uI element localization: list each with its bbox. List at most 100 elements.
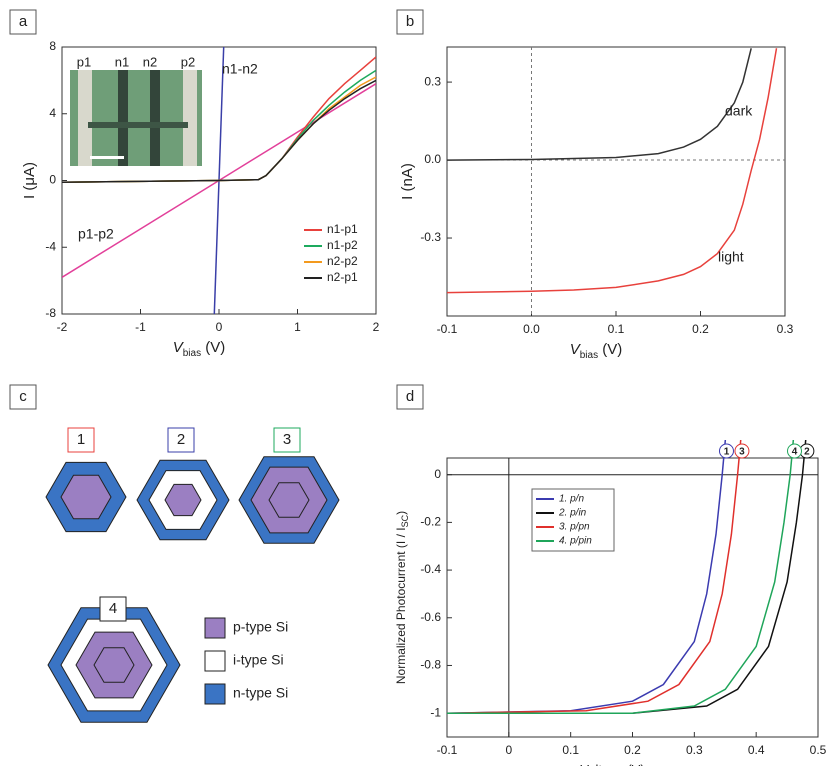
x-axis-label: Vbias (V)	[173, 339, 226, 359]
y-axis-label: I (μA)	[21, 162, 38, 199]
legend-label: i-type Si	[233, 652, 284, 668]
x-tick-label: 0.5	[810, 743, 827, 757]
structure-label-box	[99, 596, 127, 622]
x-label-symbol: V	[173, 339, 185, 356]
x-tick-label: -1	[135, 320, 146, 334]
hexagon	[93, 647, 135, 683]
curve-tag: 4	[792, 447, 798, 458]
x-tick-label: -0.1	[437, 743, 458, 757]
x-label-subscript: bias	[183, 348, 201, 359]
x-tick-label: 2	[373, 320, 380, 334]
curve-label: light	[718, 249, 744, 265]
x-tick-label: 0.2	[692, 322, 709, 336]
x-label-unit: (V)	[598, 341, 622, 358]
curve-tag: 3	[739, 447, 745, 458]
structure-label: 2	[177, 431, 185, 448]
y-tick-label: 0.3	[424, 74, 441, 88]
curve-tag-circle	[718, 443, 734, 459]
y-label-subscript: SC	[400, 514, 410, 527]
legend-label: n-type Si	[233, 685, 288, 701]
structure-label-box	[67, 427, 95, 453]
structure-label: 3	[283, 431, 291, 448]
curve-tag: 1	[724, 447, 730, 458]
x-tick-label: 0.1	[608, 322, 625, 336]
legend-swatch	[204, 650, 226, 672]
legend-swatch	[204, 683, 226, 705]
y-tick-label: -0.2	[420, 515, 441, 529]
legend-label: 4. p/pin	[559, 536, 592, 547]
curve-label: n1-n2	[222, 61, 258, 77]
panel-label-box	[396, 384, 424, 410]
x-tick-label: 0	[505, 743, 512, 757]
inset-label: p2	[181, 54, 195, 69]
series-line	[447, 48, 778, 294]
hexagon	[250, 466, 328, 534]
plot-frame	[446, 46, 786, 317]
panel-label-box	[9, 9, 37, 35]
hexagon	[164, 483, 202, 517]
y-label-text: I (nA)	[399, 163, 416, 200]
y-tick-label: 8	[49, 39, 56, 53]
series-line	[447, 48, 752, 161]
x-label-symbol: V	[570, 341, 582, 358]
legend-label: n1-p2	[327, 238, 358, 252]
y-tick-label: -0.4	[420, 562, 441, 576]
curve-tag-circle	[787, 443, 803, 459]
series-group	[447, 440, 807, 714]
x-tick-label: 0.0	[523, 322, 540, 336]
y-tick-label: -8	[45, 306, 56, 320]
y-tick-label: -0.8	[420, 658, 441, 672]
hexagon	[60, 474, 112, 520]
legend-label: 3. p/pn	[559, 522, 590, 533]
legend-label: 2. p/in	[558, 508, 587, 519]
x-axis-label: Vbias (V)	[570, 341, 623, 361]
hexagon	[75, 631, 153, 699]
series-line	[447, 440, 807, 714]
series-line	[62, 79, 376, 183]
series-group	[447, 48, 778, 294]
panel-label-box	[9, 384, 37, 410]
inset-label: n1	[115, 54, 129, 69]
y-label-symbol: Normalized Photocurrent (I / I	[394, 527, 408, 684]
x-label-unit: (V)	[201, 339, 225, 356]
x-axis-label: Voltage (V)	[580, 762, 644, 766]
legend-label: p-type Si	[233, 619, 288, 635]
x-tick-label: -2	[57, 320, 68, 334]
panel-label: d	[406, 388, 414, 405]
x-tick-label: 1	[294, 320, 301, 334]
inset-photo	[70, 70, 202, 166]
y-label-unit: )	[394, 511, 408, 515]
y-axis-label: Normalized Photocurrent (I / ISC)	[394, 511, 410, 684]
x-tick-label: 0	[216, 320, 223, 334]
series-line	[447, 440, 727, 714]
structure-label-box	[273, 427, 301, 453]
x-tick-label: 0.3	[777, 322, 794, 336]
series-group	[62, 47, 376, 314]
y-tick-label: 0	[49, 173, 56, 187]
x-label-subscript: bias	[580, 350, 598, 361]
series-line	[447, 440, 795, 714]
legend-label: n2-p2	[327, 254, 358, 268]
panel-label: a	[19, 13, 28, 30]
y-tick-label: 0.0	[424, 152, 441, 166]
curve-label: p1-p2	[78, 226, 114, 242]
y-tick-label: -0.6	[420, 610, 441, 624]
x-tick-label: 0.1	[562, 743, 579, 757]
y-tick-label: -0.3	[420, 230, 441, 244]
x-tick-label: 0.3	[686, 743, 703, 757]
legend-label: 1. p/n	[559, 494, 584, 505]
x-tick-label: 0.4	[748, 743, 765, 757]
x-label-symbol: Voltage (V)	[580, 762, 644, 766]
y-label-text: I (μA)	[21, 162, 38, 199]
hexagon	[268, 482, 310, 518]
plot-frame	[446, 457, 819, 738]
series-line	[447, 440, 742, 714]
structure-label: 1	[77, 431, 85, 448]
y-tick-label: -1	[430, 705, 441, 719]
x-tick-label: -0.1	[437, 322, 458, 336]
y-tick-label: 0	[434, 467, 441, 481]
panel-label-box	[396, 9, 424, 35]
panel-label: c	[19, 388, 27, 405]
y-tick-label: -4	[45, 239, 56, 253]
